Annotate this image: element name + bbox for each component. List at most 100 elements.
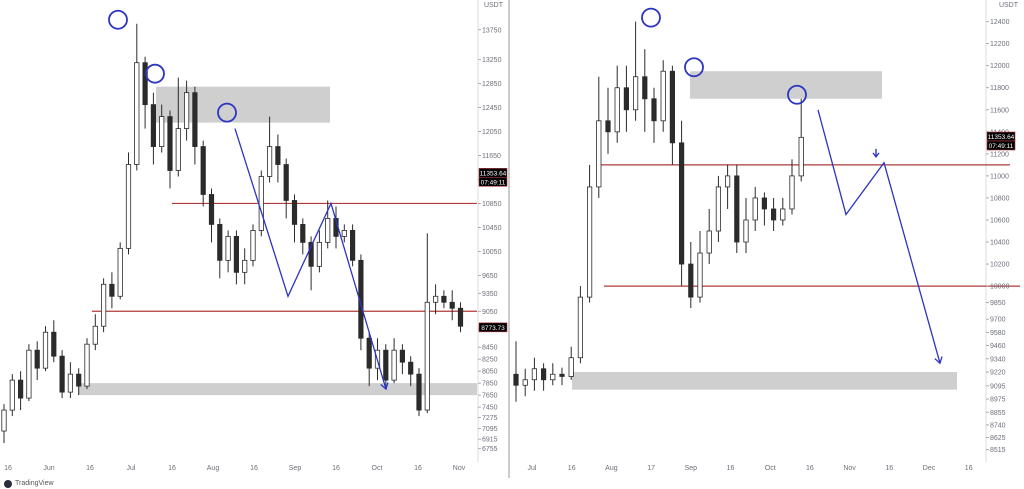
- y-tick-label: 8625: [990, 435, 1006, 442]
- y-tick-label: 7450: [482, 405, 498, 412]
- candle-body: [642, 76, 648, 100]
- y-tick-label: 8450: [482, 345, 498, 352]
- price-tag-label: 07:49:11: [989, 143, 1014, 150]
- candle-body: [780, 208, 786, 221]
- candle-body: [192, 92, 198, 147]
- y-tick-label: 7095: [482, 426, 498, 433]
- supply-demand-zone: [78, 383, 477, 396]
- y-tick-label: 12850: [482, 81, 502, 88]
- x-tick-label: Oct: [372, 465, 383, 472]
- y-tick-label: 10400: [990, 240, 1010, 247]
- candle-body: [175, 128, 181, 171]
- x-tick-label: 16: [727, 465, 735, 472]
- x-tick-label: Nov: [453, 465, 466, 472]
- y-tick-label: 9095: [990, 383, 1006, 390]
- candle-body: [577, 296, 584, 359]
- candle-body: [51, 331, 57, 357]
- candle-body: [522, 379, 528, 386]
- y-tick-label: 13250: [482, 57, 502, 64]
- y-tick-label: 6755: [482, 446, 498, 453]
- x-tick-label: 16: [250, 465, 258, 472]
- candle-body: [26, 349, 32, 399]
- swing-high-marker: [217, 102, 237, 123]
- candle-body: [441, 295, 447, 303]
- candle-body: [391, 349, 397, 381]
- tradingview-logo-icon: [4, 479, 12, 488]
- candle-body: [67, 373, 73, 393]
- brand-name: TradingView: [15, 480, 54, 487]
- y-tick-label: 8050: [482, 369, 498, 376]
- x-tick-label: 16: [168, 465, 176, 472]
- candle-body: [42, 331, 49, 369]
- y-tick-label: 12200: [990, 41, 1010, 48]
- candle-body: [316, 241, 323, 267]
- down-arrow-marker-head: [872, 152, 880, 159]
- y-tick-label: 8740: [990, 422, 1006, 429]
- candle-body: [84, 343, 90, 387]
- candle-body: [92, 325, 98, 345]
- candle-body: [258, 176, 264, 231]
- swing-high-marker: [108, 9, 128, 30]
- footer: TradingView: [4, 478, 54, 489]
- candle-body: [531, 368, 538, 381]
- candle-body: [233, 235, 239, 273]
- path-arrowhead: [380, 382, 389, 391]
- candle-body: [614, 87, 620, 133]
- candle-body: [697, 252, 703, 298]
- candle-body: [416, 373, 422, 411]
- candle-body: [568, 357, 574, 377]
- candle-body: [513, 373, 519, 386]
- candle-body: [596, 120, 602, 188]
- candle-body: [541, 368, 547, 381]
- candle-body: [1, 409, 7, 432]
- y-tick-label: 13750: [482, 27, 502, 34]
- candle-body: [399, 349, 406, 363]
- y-tick-label: 10000: [990, 284, 1010, 291]
- y-tick-label: 7650: [482, 393, 498, 400]
- y-tick-label: 11600: [990, 107, 1009, 114]
- x-tick-label: 16: [806, 465, 814, 472]
- candle-body: [550, 373, 556, 381]
- x-tick-label: 16: [4, 465, 12, 472]
- y-tick-label: 7850: [482, 381, 498, 388]
- y-tick-label: 7275: [482, 415, 498, 422]
- y-tick-label: 8515: [990, 447, 1006, 454]
- price-tag-label: 11353.64: [988, 134, 1015, 141]
- currency-label: USDT: [999, 2, 1019, 9]
- x-tick-label: 16: [414, 465, 422, 472]
- dual-price-chart: USDT 13750132501285012450120501165011250…: [1, 0, 1020, 478]
- candle-body: [679, 142, 685, 265]
- candle-body: [706, 230, 712, 254]
- candle-body: [383, 349, 389, 381]
- swing-high-marker: [641, 7, 661, 28]
- left-chart-panel[interactable]: USDT 13750132501285012450120501165011250…: [1, 0, 508, 472]
- y-tick-label: 11200: [990, 151, 1009, 158]
- candle-body: [266, 146, 273, 177]
- candle-body: [559, 373, 565, 377]
- swing-high-marker: [145, 63, 165, 84]
- supply-demand-zone: [572, 372, 957, 390]
- candle-body: [688, 263, 694, 298]
- candle-body: [242, 259, 248, 273]
- right-chart-panel[interactable]: USDT 12400122001200011800116001140011200…: [513, 0, 1020, 472]
- x-tick-label: 16: [86, 465, 94, 472]
- candle-body: [134, 62, 140, 165]
- y-tick-label: 9340: [990, 356, 1006, 363]
- x-tick-label: Oct: [765, 465, 776, 472]
- candle-body: [623, 87, 630, 111]
- y-tick-label: 10450: [482, 225, 502, 232]
- candle-body: [587, 186, 593, 298]
- candle-body: [300, 224, 306, 243]
- candle-body: [208, 194, 215, 225]
- supply-demand-zone: [156, 86, 330, 123]
- x-tick-label: 17: [647, 465, 655, 472]
- candle-body: [109, 283, 115, 297]
- path-arrowhead: [934, 356, 943, 365]
- y-tick-label: 12000: [990, 63, 1010, 70]
- y-tick-label: 9850: [990, 300, 1006, 307]
- candle-body: [200, 146, 206, 195]
- price-tag-box: [478, 322, 508, 333]
- y-tick-label: 11800: [990, 85, 1009, 92]
- projected-path-line: [234, 128, 387, 390]
- x-tick-label: 16: [965, 465, 973, 472]
